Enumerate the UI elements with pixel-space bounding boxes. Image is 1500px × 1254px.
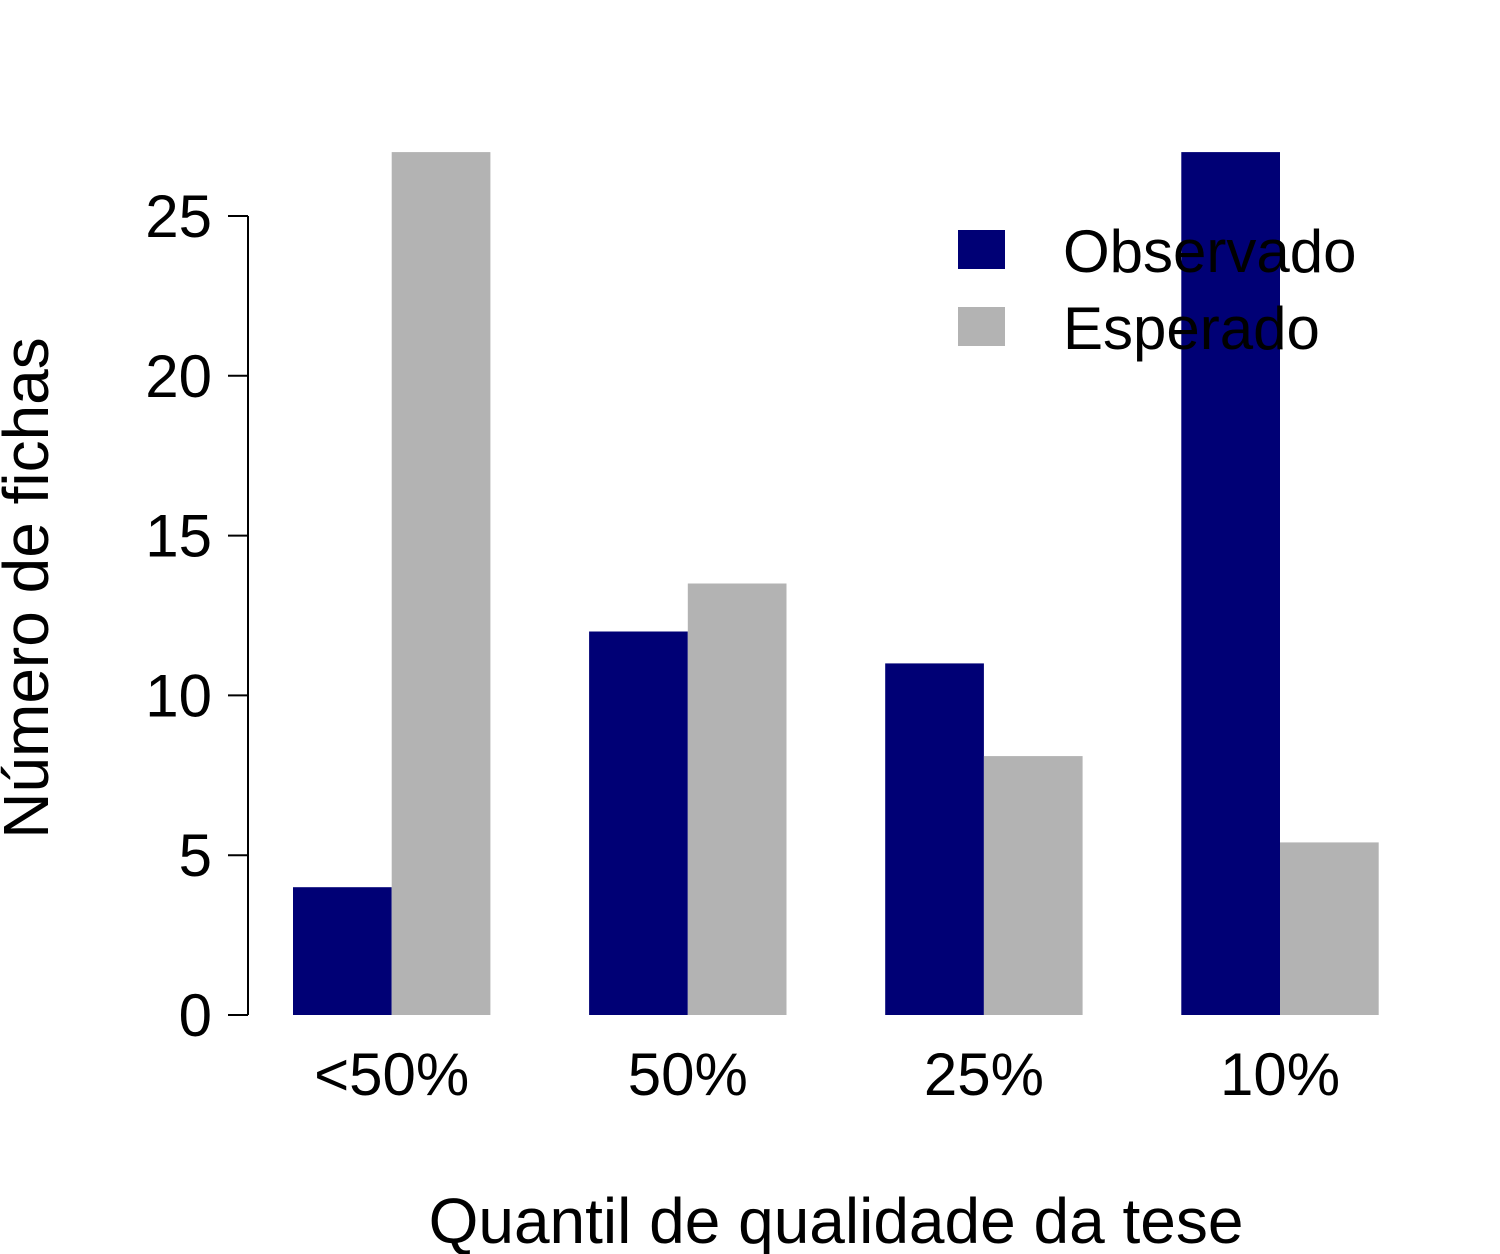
legend-swatch-esperado	[958, 307, 1005, 346]
bar-observado-1	[589, 631, 688, 1015]
x-axis-title: Quantil de qualidade da tese	[429, 1185, 1244, 1254]
y-tick-label: 20	[145, 343, 212, 410]
y-tick-label: 0	[179, 982, 212, 1049]
x-axis: <50% 50% 25% 10%	[314, 1041, 1340, 1108]
x-tick-label: 50%	[628, 1041, 748, 1108]
y-axis-title: Número de fichas	[0, 337, 62, 839]
bar-esperado-0	[391, 152, 491, 1016]
y-tick-label: 25	[145, 183, 212, 250]
y-tick-label: 10	[145, 662, 212, 729]
bar-esperado-3	[1280, 842, 1379, 1015]
legend-label-esperado: Esperado	[1063, 295, 1320, 362]
y-tick-label: 5	[179, 822, 212, 889]
y-axis: 0 5 10 15 20 25	[145, 183, 249, 1049]
bar-observado-3	[1181, 152, 1280, 1016]
y-tick-label: 15	[145, 503, 212, 570]
x-tick-label: 25%	[924, 1041, 1044, 1108]
bar-observado-0	[293, 887, 392, 1015]
legend-label-observado: Observado	[1063, 218, 1357, 285]
legend: Observado Esperado	[958, 218, 1357, 362]
x-tick-label: <50%	[314, 1041, 469, 1108]
bar-esperado-2	[983, 756, 1083, 1015]
legend-swatch-observado	[958, 230, 1005, 269]
bar-esperado-1	[687, 583, 787, 1015]
x-tick-label: 10%	[1220, 1041, 1340, 1108]
bars-group	[293, 152, 1379, 1016]
bar-observado-2	[885, 663, 984, 1015]
